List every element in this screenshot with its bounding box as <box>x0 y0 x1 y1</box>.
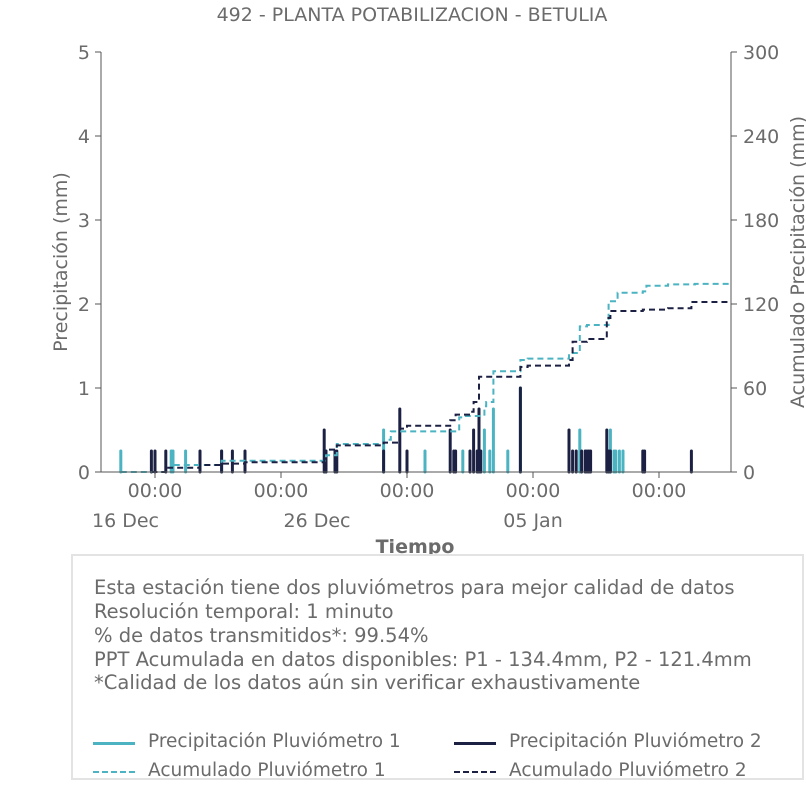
p1-cumulative-line <box>120 282 730 473</box>
y2-tick-label: 240 <box>743 126 779 148</box>
right-y-ticks: 0 60 120 180 240 300 <box>731 42 779 484</box>
y2-tick-label: 60 <box>743 378 767 400</box>
y2-tick-label: 180 <box>743 210 779 232</box>
y2-tick-label: 300 <box>743 42 779 64</box>
y-tick-label: 2 <box>78 294 90 316</box>
legend-label-p1-precip: Precipitación Pluviómetro 1 <box>148 731 401 752</box>
y-tick-label: 4 <box>78 126 90 148</box>
legend-label-p2-precip: Precipitación Pluviómetro 2 <box>509 731 762 752</box>
y2-tick-label: 0 <box>743 462 755 484</box>
x-time-tick-label: 00:00 <box>380 480 435 502</box>
y-tick-label: 3 <box>78 210 90 232</box>
legend-swatch-p1-precip <box>93 742 135 745</box>
y2-tick-label: 120 <box>743 294 779 316</box>
info-box: Esta estación tiene dos pluviómetros par… <box>71 554 804 781</box>
info-line-transmitted: % de datos transmitidos*: 99.54% <box>94 624 429 647</box>
y-tick-label: 0 <box>78 462 90 484</box>
legend-label-p1-acum: Acumulado Pluviómetro 1 <box>148 760 386 781</box>
info-line-resolution: Resolución temporal: 1 minuto <box>94 600 394 623</box>
info-line-description: Esta estación tiene dos pluviómetros par… <box>94 576 735 599</box>
precipitation-chart: 492 - PLANTA POTABILIZACION - BETULIA 0 1… <box>50 4 806 556</box>
x-date-tick-label: 26 Dec <box>284 510 351 532</box>
legend-label-p2-acum: Acumulado Pluviómetro 2 <box>509 760 747 781</box>
y2-axis-label: Acumulado Precipitación (mm) <box>787 116 806 408</box>
x-date-tick-label: 16 Dec <box>92 510 159 532</box>
legend-swatch-p2-precip <box>454 742 496 745</box>
info-line-accumulated: PPT Acumulada en datos disponibles: P1 -… <box>94 648 752 671</box>
x-time-tick-label: 00:00 <box>632 480 687 502</box>
axes <box>100 52 732 473</box>
x-date-tick-label: 05 Jan <box>503 510 563 532</box>
y-axis-label: Precipitación (mm) <box>50 172 72 352</box>
x-time-tick-label: 00:00 <box>254 480 309 502</box>
y-tick-label: 1 <box>78 378 90 400</box>
x-time-tick-label: 00:00 <box>128 480 183 502</box>
legend-swatch-p1-acum <box>93 771 135 773</box>
p2-precip-bars <box>149 386 693 474</box>
left-y-ticks: 0 1 2 3 4 5 <box>78 42 101 484</box>
info-line-quality-note: *Calidad de los datos aún sin verificar … <box>94 671 641 694</box>
x-axis-label: Tiempo <box>376 536 455 556</box>
y-tick-label: 5 <box>78 42 90 64</box>
chart-title: 492 - PLANTA POTABILIZACION - BETULIA <box>217 4 608 26</box>
p2-cumulative-line <box>151 301 730 473</box>
x-ticks: 00:00 00:00 00:00 00:00 00:00 16 Dec 26 Dec 05 … <box>92 472 686 532</box>
p1-precip-bars <box>119 386 625 474</box>
legend-swatch-p2-acum <box>454 771 496 773</box>
x-time-tick-label: 00:00 <box>506 480 561 502</box>
